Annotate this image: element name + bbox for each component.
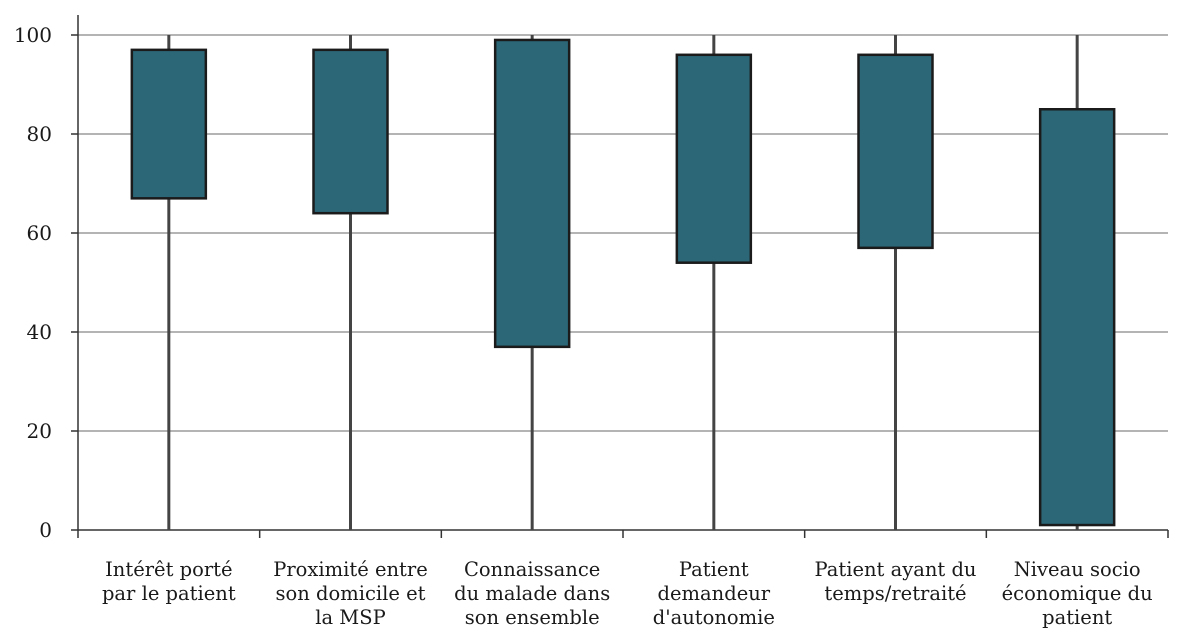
x-category-label-line: Proximité entre [273,558,428,581]
y-tick-label: 20 [27,419,52,443]
gridlines [78,34,1168,432]
box-5 [857,53,934,250]
box-3 [493,38,571,349]
x-category-label-4: Patient demandeur d'autonomie [653,558,775,629]
whiskers [167,35,1079,530]
x-category-label-3: Connaissance du malade dans son ensemble [454,558,610,629]
x-category-label-line: Niveau socio [1014,558,1141,581]
x-category-label-line: patient [1042,606,1112,629]
x-category-label-6: Niveau socio économique du patient [1002,558,1153,629]
x-category-label-line: Patient [679,558,749,581]
axes [71,15,1169,538]
x-category-label-line: son domicile et [276,582,426,605]
x-category-label-line: du malade dans [454,582,610,605]
y-tick-labels: 0 20 40 60 80 100 [14,23,52,542]
boxes [130,38,1116,527]
y-tick-label: 60 [27,221,52,245]
x-category-label-line: d'autonomie [653,606,775,629]
y-tick-label: 100 [14,23,52,47]
box-1 [130,48,208,200]
x-category-label-1: Intérêt porté par le patient [102,558,236,605]
y-tick-label: 0 [39,518,52,542]
x-category-label-line: demandeur [658,582,771,605]
x-category-label-line: économique du [1002,582,1153,605]
x-category-labels: Intérêt porté par le patient Proximité ent… [102,558,1153,629]
y-tick-label: 80 [27,122,52,146]
box-6 [1038,108,1116,527]
y-tick-label: 40 [27,320,52,344]
x-category-label-line: son ensemble [465,606,600,629]
box-2 [312,48,389,215]
x-category-label-line: Intérêt porté [105,558,232,581]
x-category-label-5: Patient ayant du temps/retraité [815,558,977,605]
x-category-label-line: temps/retraité [824,582,966,605]
box-4 [675,53,753,264]
x-category-label-2: Proximité entre son domicile et la MSP [273,558,428,629]
x-category-label-line: Patient ayant du [815,558,977,581]
x-category-label-line: Connaissance [464,558,600,581]
x-category-label-line: par le patient [102,582,236,605]
x-category-label-line: la MSP [315,606,386,629]
